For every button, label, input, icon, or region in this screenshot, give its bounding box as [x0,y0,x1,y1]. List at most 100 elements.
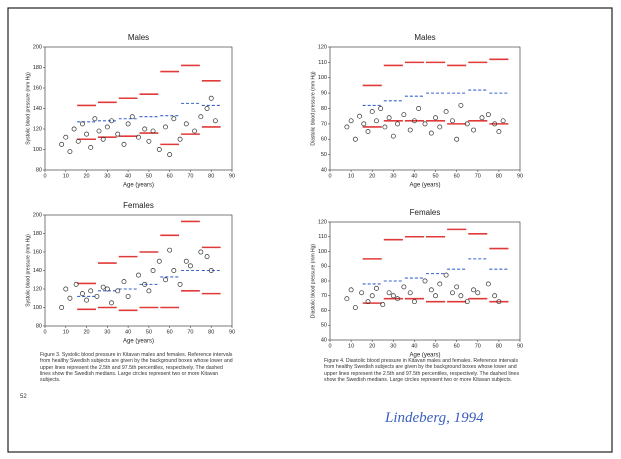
data-point [67,149,73,154]
data-point [63,134,69,140]
data-point [386,290,392,296]
x-tick-label: 20 [369,343,375,349]
x-tick-label: 30 [390,173,396,179]
data-point [365,129,371,135]
data-point [177,281,183,287]
data-point [88,288,94,294]
data-point [92,116,98,122]
data-point [422,121,428,127]
data-point [365,299,371,305]
data-point [115,131,121,137]
data-point [416,106,422,111]
x-axis-label: Age (years) [409,183,440,189]
y-axis-label: Diastolic blood pressure (mm Hg) [310,71,316,146]
data-point [433,293,439,299]
data-point [386,115,392,121]
y-tick-label: 100 [318,75,327,81]
x-tick-label: 70 [475,343,481,349]
data-point [492,121,498,127]
x-tick-label: 90 [517,173,523,179]
x-tick-label: 50 [432,173,438,179]
data-point [380,302,386,308]
data-point [171,268,177,273]
data-point [136,134,141,140]
data-point [348,118,354,124]
data-point [352,136,358,142]
data-point [71,126,77,132]
y-tick-label: 90 [321,91,327,97]
data-point [454,136,460,142]
data-point [401,112,407,118]
data-point [63,286,69,292]
data-point [146,288,152,294]
data-point [395,296,401,302]
data-point [88,144,94,150]
y-tick-label: 120 [33,286,42,292]
x-tick-label: 0 [328,343,331,349]
y-tick-label: 40 [321,167,327,173]
data-point [382,124,388,130]
y-tick-label: 100 [318,249,327,255]
y-tick-label: 80 [321,278,327,284]
x-tick-label: 10 [348,173,354,179]
data-point [67,295,73,301]
x-tick-label: 20 [83,329,89,335]
x-tick-label: 30 [390,343,396,349]
chart-title: Females [123,201,154,210]
data-point [212,118,218,124]
data-point [129,114,135,120]
data-point [496,299,502,305]
data-point [167,152,173,158]
y-axis-label: Systolic blood pressure (mm Hg) [25,72,31,145]
x-tick-label: 80 [208,329,214,335]
x-tick-label: 40 [125,173,131,179]
y-tick-label: 120 [318,219,327,225]
data-point [198,114,204,120]
data-point [167,247,173,253]
data-point [428,130,434,136]
x-tick-label: 30 [104,329,110,335]
data-point [163,124,168,130]
data-point [464,299,470,305]
data-point [177,136,183,142]
y-tick-label: 50 [321,152,327,158]
x-tick-label: 0 [328,173,331,179]
data-point [109,118,114,124]
x-tick-label: 10 [348,343,354,349]
data-point [378,106,384,111]
y-tick-label: 180 [33,65,42,71]
data-point [121,141,127,147]
data-point [150,128,156,134]
y-tick-label: 120 [33,126,42,132]
y-tick-label: 140 [33,106,42,112]
data-point [464,121,470,127]
data-point [428,287,434,293]
data-point [204,254,210,260]
data-point [59,305,65,310]
x-tick-label: 0 [43,329,46,335]
y-tick-label: 200 [33,212,42,218]
plot-frame [44,46,233,171]
data-point [485,281,491,287]
data-point [471,127,477,133]
data-point [454,284,460,290]
data-point [407,290,413,296]
y-tick-label: 110 [318,60,327,66]
x-tick-label: 50 [432,343,438,349]
data-point [171,116,177,122]
x-tick-label: 40 [411,173,417,179]
x-tick-label: 80 [496,173,502,179]
data-point [373,285,379,291]
x-tick-label: 30 [104,173,110,179]
x-tick-label: 70 [187,329,193,335]
x-tick-label: 50 [146,329,152,335]
data-point [422,278,428,284]
data-point [437,281,443,287]
data-point [79,121,85,127]
x-tick-label: 40 [411,343,417,349]
y-tick-label: 80 [36,323,42,329]
data-point [94,293,100,299]
x-axis-label: Age (years) [409,353,440,359]
data-point [411,299,417,305]
